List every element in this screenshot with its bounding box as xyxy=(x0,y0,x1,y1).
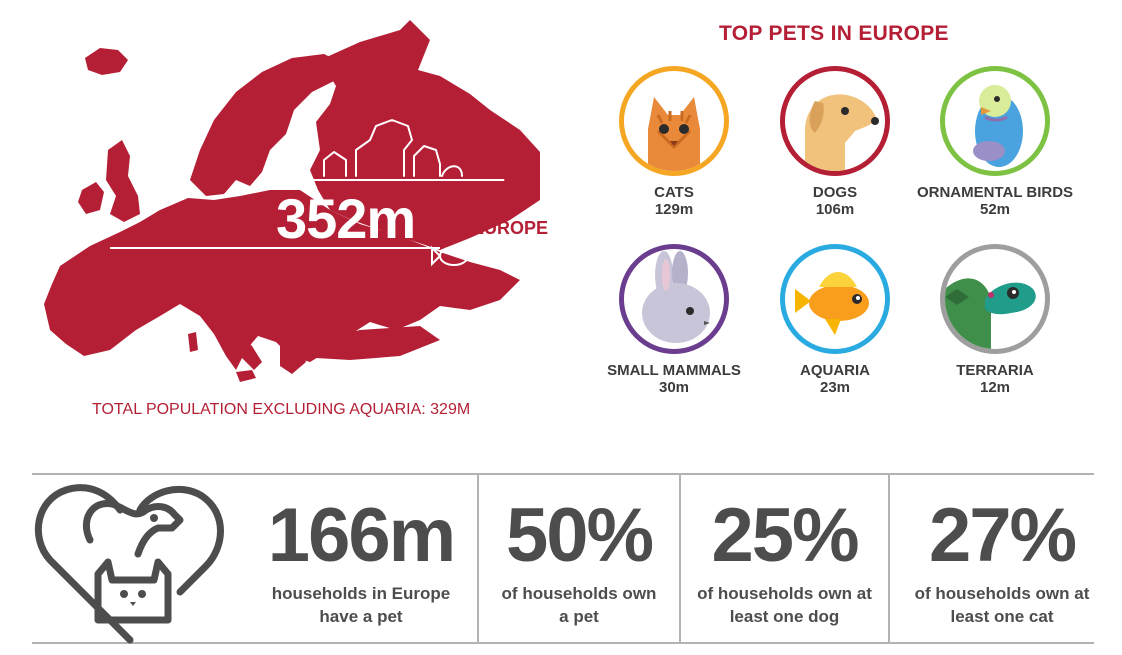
population-caption: TOTAL POPULATION EXCLUDING AQUARIA: 329M xyxy=(92,401,471,418)
stat-desc-line2: least one cat xyxy=(950,607,1054,626)
stats-divider-2 xyxy=(679,475,681,644)
stat-desc-line2: a pet xyxy=(559,607,599,626)
stat-desc-line1: of households own xyxy=(501,584,657,603)
stats-bottom-rule xyxy=(32,642,1094,644)
pet-count-aquaria: 23m xyxy=(819,379,851,396)
stat-desc-line1: households in Europe xyxy=(271,584,451,603)
heart-cat-dog-icon xyxy=(30,470,230,646)
pet-name-small-mammals: SMALL MAMMALS xyxy=(607,362,741,379)
europe-map-panel: 352m PETS IN EUROPE TOTAL POPULATION EXC… xyxy=(0,0,560,440)
pet-name-dogs: DOGS xyxy=(812,184,858,201)
stat-value: 27% xyxy=(928,493,1077,578)
pet-name-birds: ORNAMENTAL BIRDS xyxy=(916,184,1074,201)
stat-percent-own-cat: 27% of households own at least one cat xyxy=(890,490,1114,628)
pet-card-small-mammals: SMALL MAMMALS 30m xyxy=(589,244,759,396)
pet-card-dogs: DOGS 106m xyxy=(750,66,920,218)
pets-label-line2: IN EUROPE xyxy=(449,218,549,238)
stat-households-with-pet: 166m households in Europe have a pet xyxy=(247,490,475,628)
stat-percent-own-dog: 25% of households own at least one dog xyxy=(681,490,888,628)
pet-card-aquaria: AQUARIA 23m xyxy=(750,244,920,396)
pets-label-line1: PETS xyxy=(449,198,497,218)
pet-count-terraria: 12m xyxy=(979,379,1011,396)
stat-value: 166m xyxy=(267,493,456,578)
pet-count-small-mammals: 30m xyxy=(658,379,690,396)
pet-card-ornamental-birds: ORNAMENTAL BIRDS 52m xyxy=(910,66,1080,218)
pet-name-cats: CATS xyxy=(654,184,694,201)
fish-icon xyxy=(780,244,890,354)
stats-top-rule xyxy=(32,473,1094,475)
total-pets-label: PETS IN EUROPE xyxy=(449,198,559,238)
stat-desc-line2: least one dog xyxy=(729,607,840,626)
pet-count-cats: 129m xyxy=(654,201,694,218)
stat-desc-line1: of households own at xyxy=(914,584,1090,603)
pet-card-terraria: TERRARIA 12m xyxy=(910,244,1080,396)
cat-icon xyxy=(619,66,729,176)
europe-map-icon xyxy=(44,20,540,382)
pet-name-aquaria: AQUARIA xyxy=(800,362,870,379)
bird-icon xyxy=(940,66,1050,176)
stat-desc-line2: have a pet xyxy=(319,607,403,626)
stats-divider-3 xyxy=(888,475,890,644)
stats-divider-1 xyxy=(477,475,479,644)
turtle-icon xyxy=(940,244,1050,354)
pet-count-birds: 52m xyxy=(979,201,1011,218)
pet-count-dogs: 106m xyxy=(815,201,855,218)
stat-value: 50% xyxy=(505,493,654,578)
total-pets-number: 352m xyxy=(276,187,416,250)
top-pets-title: TOP PETS IN EUROPE xyxy=(719,22,949,45)
stat-value: 25% xyxy=(711,493,859,578)
stat-percent-own-pet: 50% of households own a pet xyxy=(479,490,679,628)
dog-icon xyxy=(780,66,890,176)
stat-desc-line1: of households own at xyxy=(697,584,872,603)
rabbit-icon xyxy=(619,244,729,354)
pet-card-cats: CATS 129m xyxy=(589,66,759,218)
pet-name-terraria: TERRARIA xyxy=(956,362,1034,379)
